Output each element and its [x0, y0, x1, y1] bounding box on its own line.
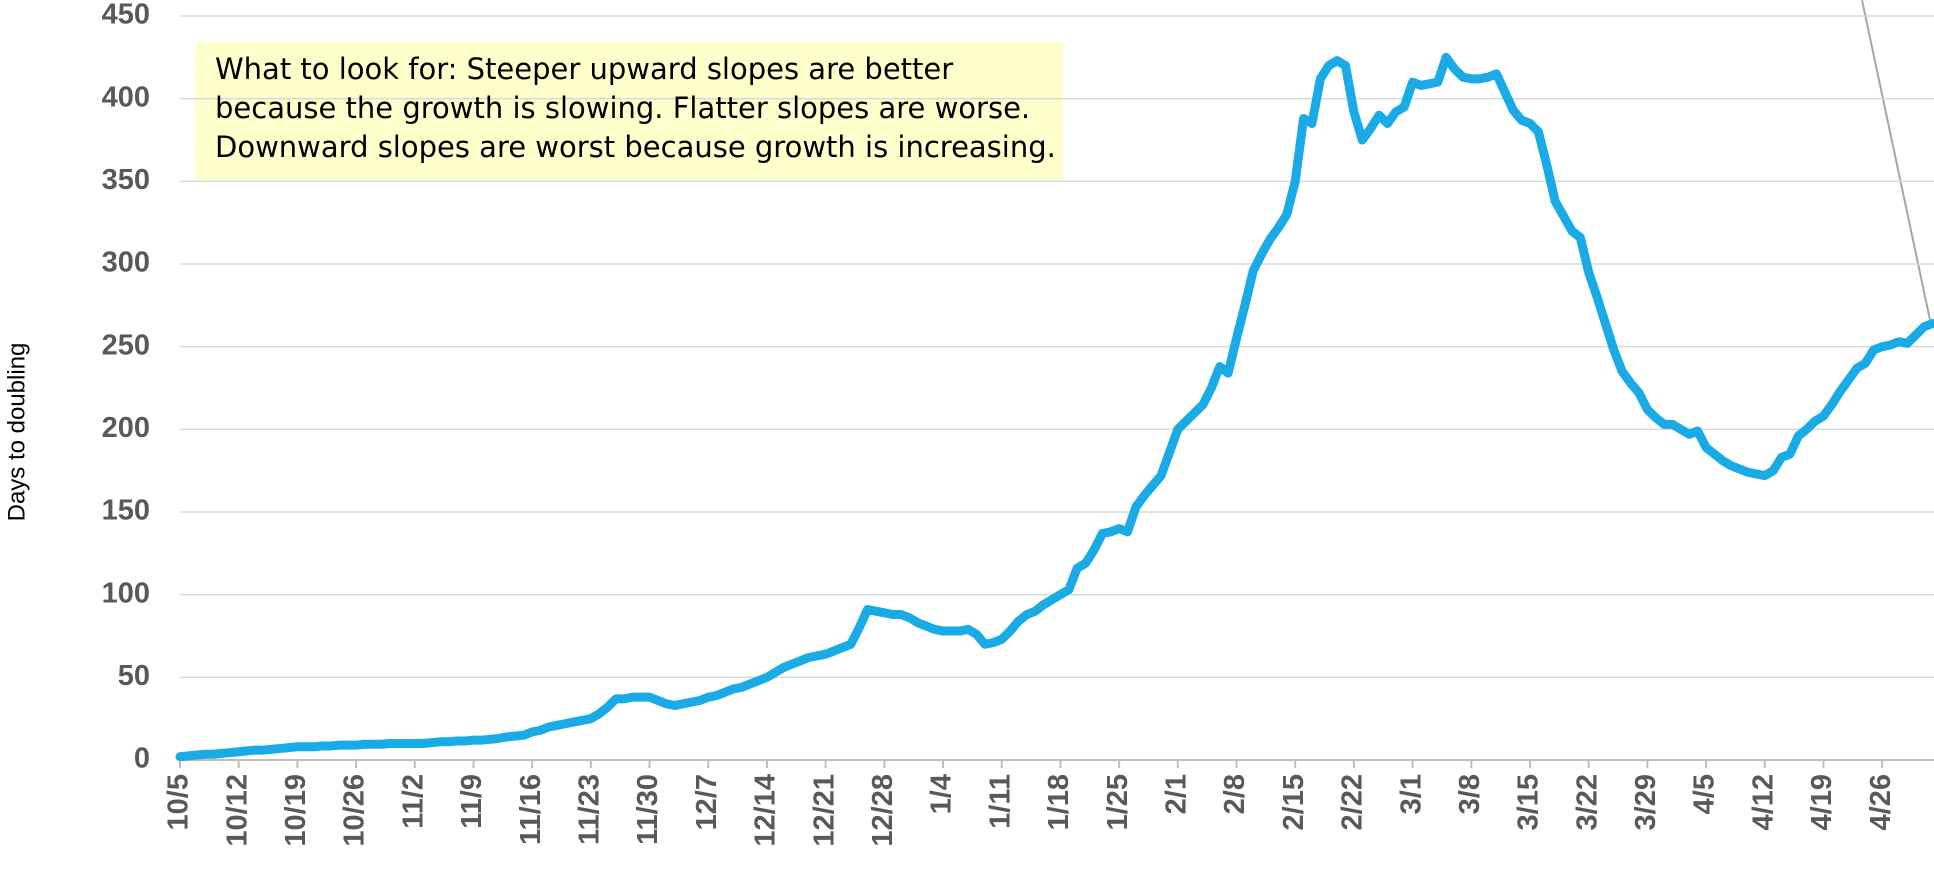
x-tick-label: 11/30 — [632, 774, 664, 845]
y-axis-label: Days to doubling — [3, 343, 30, 522]
x-tick-label: 10/12 — [221, 774, 253, 847]
x-tick-label: 2/15 — [1278, 774, 1310, 830]
x-tick-label: 4/5 — [1689, 774, 1721, 814]
y-tick-label: 100 — [102, 577, 150, 609]
x-tick-label: 11/16 — [515, 774, 547, 845]
x-tick-label: 10/19 — [280, 774, 312, 847]
x-tick-label: 3/29 — [1630, 774, 1662, 830]
x-tick-label: 12/14 — [750, 774, 782, 847]
x-tick-label: 4/19 — [1806, 774, 1838, 830]
annotation-text: Downward slopes are worst because growth… — [215, 130, 1056, 164]
x-tick-label: 3/8 — [1454, 774, 1486, 814]
x-tick-label: 12/7 — [691, 774, 723, 830]
x-tick-label: 3/15 — [1513, 774, 1545, 830]
x-tick-label: 10/5 — [163, 774, 195, 830]
y-tick-label: 250 — [102, 329, 150, 361]
x-tick-label: 3/22 — [1571, 774, 1603, 830]
x-tick-label: 12/21 — [808, 774, 840, 847]
y-tick-label: 0 — [134, 743, 150, 775]
y-tick-label: 300 — [102, 247, 150, 279]
annotation-text: because the growth is slowing. Flatter s… — [215, 91, 1030, 125]
y-tick-label: 200 — [102, 412, 150, 444]
leader-line — [1861, 0, 1931, 321]
x-tick-label: 11/23 — [574, 774, 606, 845]
x-tick-label: 2/1 — [1160, 774, 1192, 814]
annotation-text: What to look for: Steeper upward slopes … — [215, 52, 953, 86]
x-tick-label: 4/26 — [1865, 774, 1897, 830]
y-tick-label: 50 — [118, 660, 150, 692]
data-line — [175, 52, 1934, 762]
x-tick-label: 10/26 — [339, 774, 371, 847]
y-tick-label: 350 — [102, 164, 150, 196]
x-tick-label: 11/9 — [456, 774, 488, 829]
y-tick-label: 150 — [102, 495, 150, 527]
x-tick-label: 12/28 — [867, 774, 899, 847]
x-tick-label: 1/25 — [1102, 774, 1134, 830]
x-tick-label: 11/2 — [397, 774, 429, 829]
x-tick-label: 4/12 — [1747, 774, 1779, 830]
x-tick-label: 1/4 — [926, 774, 958, 814]
annotation-box — [195, 42, 1063, 180]
y-tick-label: 400 — [102, 81, 150, 113]
x-tick-label: 2/8 — [1219, 774, 1251, 814]
x-tick-label: 3/1 — [1395, 774, 1427, 814]
y-tick-label: 450 — [102, 0, 150, 31]
x-tick-label: 2/22 — [1337, 774, 1369, 830]
x-tick-label: 1/18 — [1043, 774, 1075, 830]
x-tick-label: 1/11 — [984, 774, 1016, 829]
